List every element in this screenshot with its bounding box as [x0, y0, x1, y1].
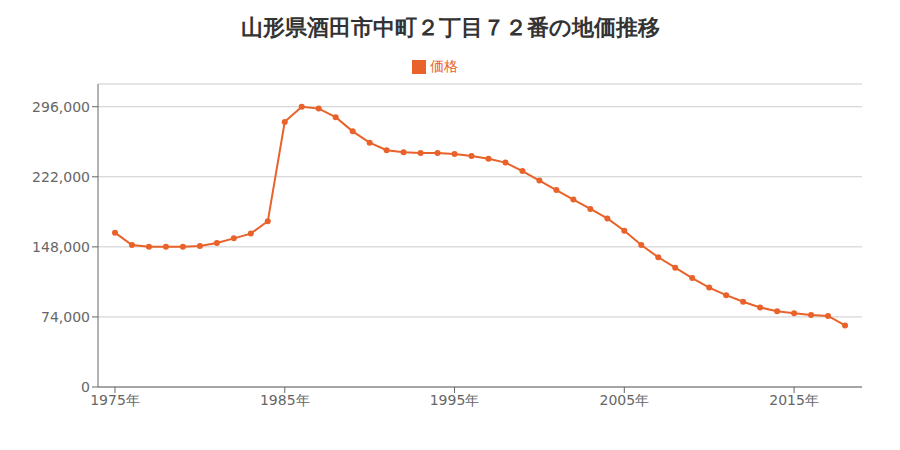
html-text:山形県酒田市中町２丁目７２番の地価推移: 山形県酒田市中町２丁目７２番の地価推移	[240, 15, 660, 40]
svg-text:1995年: 1995年	[430, 392, 480, 408]
svg-text:1975年: 1975年	[90, 392, 140, 408]
svg-text:148,000: 148,000	[32, 239, 90, 255]
svg-text:0: 0	[81, 379, 90, 395]
svg-text:74,000: 74,000	[41, 309, 90, 325]
svg-text:2015年: 2015年	[769, 392, 819, 408]
svg-text:1985年: 1985年	[260, 392, 310, 408]
svg-text:222,000: 222,000	[32, 169, 90, 185]
svg-text:2005年: 2005年	[599, 392, 649, 408]
html-text:価格: 価格	[430, 58, 458, 74]
svg-text:296,000: 296,000	[32, 99, 90, 115]
